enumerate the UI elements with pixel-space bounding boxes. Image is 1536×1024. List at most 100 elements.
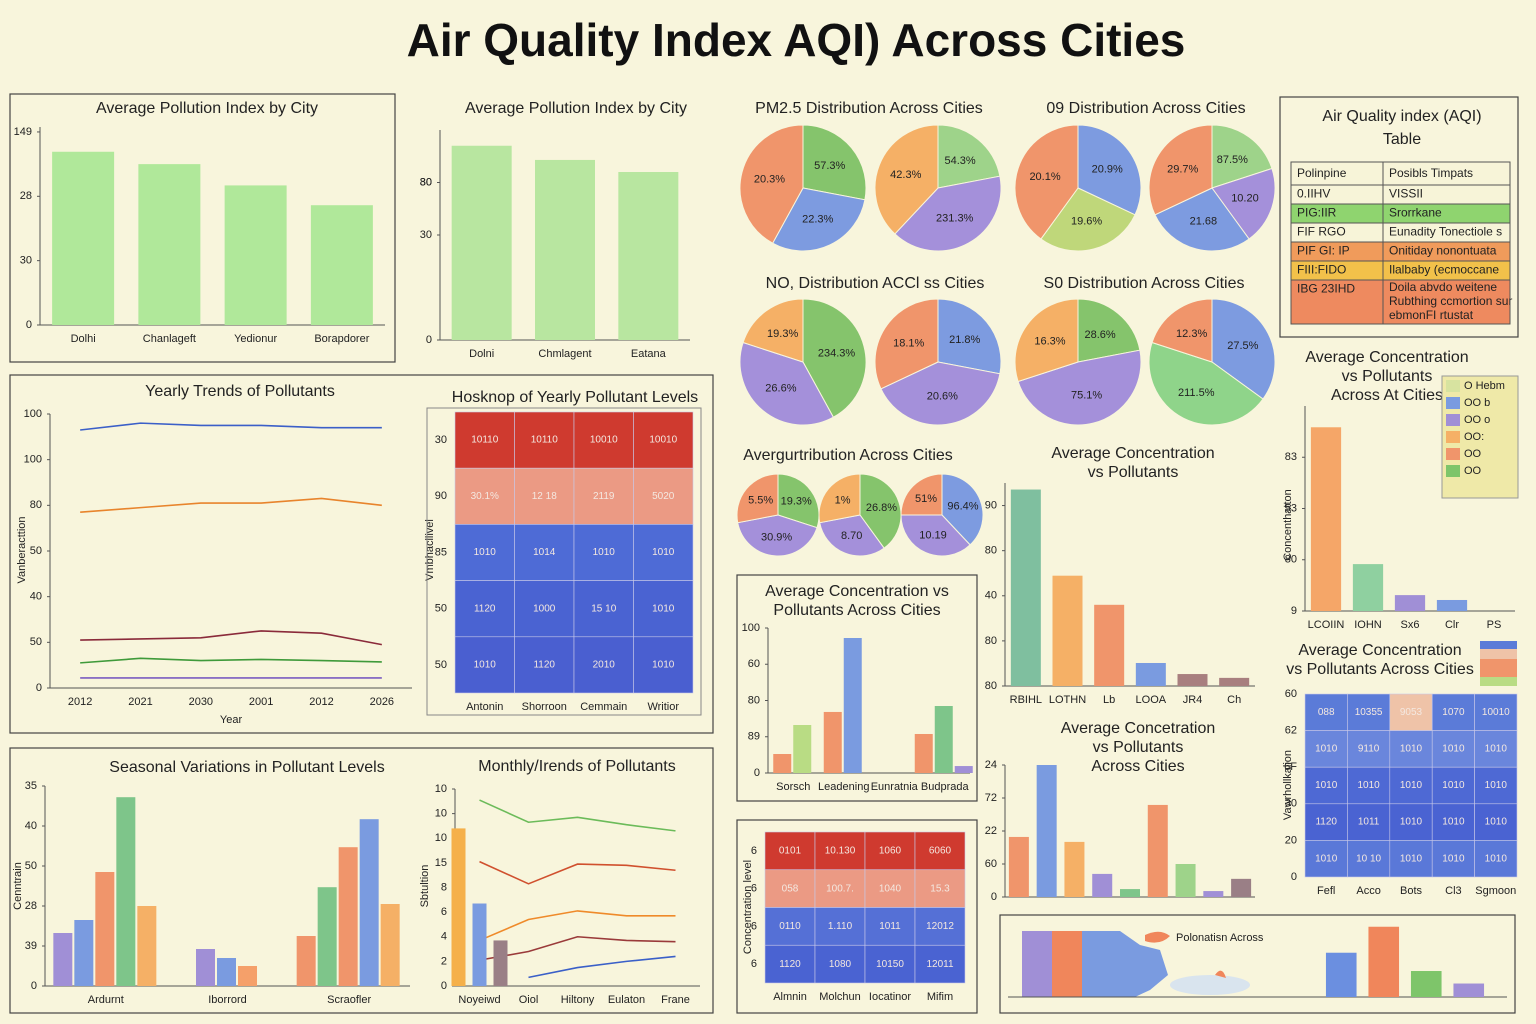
- heatmap-cell: [1304, 803, 1348, 841]
- chart-title: vs Pollutants: [1093, 739, 1184, 756]
- cell-label: 1010: [1315, 853, 1338, 864]
- panel: [9, 374, 714, 734]
- bar: [95, 872, 115, 986]
- cell-label: 10 10: [1356, 853, 1381, 864]
- y-tick-label: 0: [441, 980, 447, 992]
- bar: [52, 151, 115, 325]
- slice-label: 30.9%: [761, 531, 792, 543]
- x-tick-label: Fefl: [1317, 885, 1335, 897]
- cell-label: 1010: [1357, 780, 1380, 791]
- chart-title: vs Pollutants: [1088, 464, 1179, 481]
- cell-label: 0110: [779, 921, 801, 932]
- pie-slice: [900, 514, 971, 557]
- y-tick-label: 100: [24, 408, 42, 420]
- y-tick-label: 4: [441, 931, 447, 943]
- x-tick-label: PS: [1487, 619, 1502, 631]
- x-tick-label: 2030: [189, 696, 213, 708]
- cell-label: 1120: [1315, 817, 1337, 828]
- y-tick-label: 6: [441, 906, 447, 918]
- legend-swatch: [1446, 448, 1460, 460]
- row-label: 30: [435, 434, 447, 446]
- x-tick-label: Chmlagent: [538, 348, 591, 360]
- chart-title: Across At Cities: [1331, 387, 1443, 404]
- cell-label: 10010: [649, 435, 677, 446]
- cell-label: 1011: [1358, 817, 1380, 828]
- row-label: 50: [435, 659, 447, 671]
- y-axis-label: Sbtultion: [419, 865, 431, 908]
- heatmap-cell: [1474, 693, 1518, 731]
- legend-label: OO:: [1464, 431, 1484, 443]
- table-cell: PIF GI: IP: [1297, 244, 1350, 258]
- slice-label: 21.68: [1190, 215, 1218, 227]
- y-tick-label: 9: [1291, 605, 1297, 617]
- cell-label: 1010: [1442, 853, 1465, 864]
- cell-label: 9053: [1400, 707, 1423, 718]
- x-tick-label: LCOIIN: [1308, 619, 1345, 631]
- x-tick-label: Iborrord: [208, 994, 247, 1006]
- bar: [1368, 926, 1400, 997]
- cell-label: 1010: [1442, 780, 1465, 791]
- slice-label: 10.20: [1231, 193, 1259, 205]
- cell-label: 1014: [533, 547, 556, 558]
- chart-title: PM2.5 Distribution Across Cities: [755, 100, 983, 117]
- panel: [9, 93, 396, 363]
- x-tick-label: Bots: [1400, 885, 1423, 897]
- row-label: 6: [751, 883, 757, 895]
- heatmap-cell: [1304, 840, 1348, 878]
- y-axis-label: Vanberacttion: [16, 516, 28, 583]
- y-tick-label: 89: [748, 731, 760, 743]
- slice-label: 20.3%: [754, 173, 785, 185]
- pie-slice: [1040, 187, 1136, 252]
- pie-slice: [802, 298, 867, 418]
- y-tick-label: 50: [30, 636, 42, 648]
- y-tick-label: 15: [435, 857, 447, 869]
- annotation: Polonatisn Across: [1176, 932, 1264, 944]
- x-tick-label: Ardurnt: [88, 994, 124, 1006]
- table-header-cell: Polinpine: [1297, 166, 1347, 180]
- cell-label: 1010: [652, 547, 675, 558]
- heatmap-cell: [914, 907, 966, 946]
- x-tick-label: RBIHL: [1010, 694, 1042, 706]
- bar: [1310, 427, 1342, 611]
- x-tick-label: Eatana: [631, 348, 667, 360]
- slice-label: 22.3%: [802, 213, 833, 225]
- heatmap-cell: [1474, 730, 1518, 768]
- y-tick-label: 2: [441, 955, 447, 967]
- bar: [224, 185, 287, 325]
- chart-title: Average Pollution Index by City: [465, 100, 687, 117]
- pie-slice: [737, 514, 818, 557]
- x-tick-label: IOHN: [1354, 619, 1382, 631]
- y-tick-label: 53: [1285, 502, 1297, 514]
- y-tick-label: 0: [426, 334, 432, 346]
- slice-label: 12.3%: [1176, 328, 1207, 340]
- slice-label: 20.1%: [1029, 171, 1060, 183]
- slice-label: 21.8%: [949, 334, 980, 346]
- cell-label: 1011: [879, 921, 901, 932]
- slice-label: 19.3%: [767, 328, 798, 340]
- bar: [773, 754, 792, 773]
- legend-swatch: [1446, 414, 1460, 426]
- x-tick-label: LOOA: [1136, 694, 1167, 706]
- bar: [137, 906, 157, 986]
- pie-slice: [742, 298, 804, 363]
- slice-label: 87.5%: [1217, 154, 1248, 166]
- slice-label: 10.19: [919, 530, 947, 542]
- heatmap-cell: [764, 869, 816, 908]
- heatmap-legend: [1480, 641, 1517, 686]
- y-tick-label: 24: [985, 759, 997, 771]
- heatmap-cell: [514, 636, 575, 694]
- y-tick-label: 100: [742, 622, 760, 634]
- cell-label: 1010: [1400, 853, 1423, 864]
- bar: [53, 933, 73, 986]
- x-tick-label: Eulaton: [608, 994, 645, 1006]
- table-header-cell: Posibls Timpats: [1389, 166, 1473, 180]
- heatmap-cell: [514, 467, 575, 525]
- pie-slice: [900, 473, 943, 516]
- line: [80, 422, 382, 431]
- cell-label: 15.3: [930, 883, 950, 894]
- chart-title: Average Concentration: [1051, 445, 1214, 462]
- y-tick-label: 60: [748, 658, 760, 670]
- heatmap-cell: [1347, 803, 1391, 841]
- chart-title: Avergurtribution Across Cities: [743, 447, 953, 464]
- cell-label: 10110: [531, 435, 559, 446]
